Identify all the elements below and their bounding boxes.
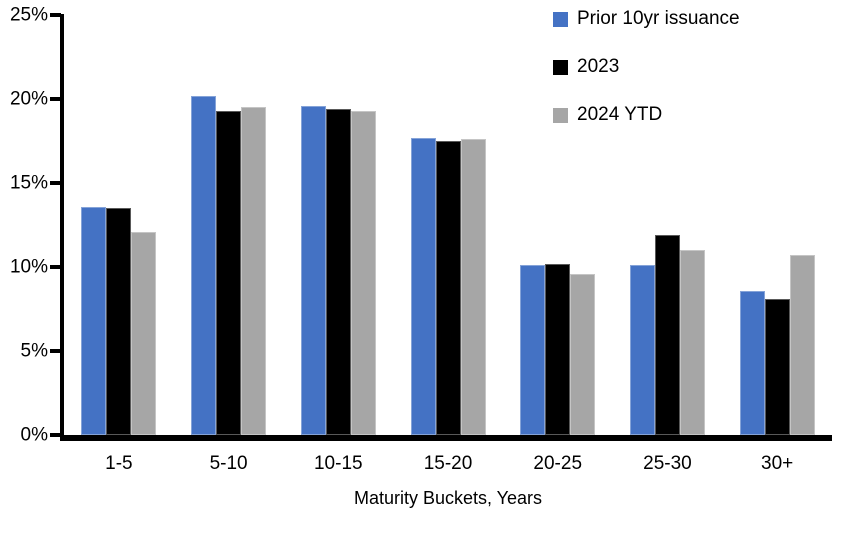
- bar-prior-10yr-issuance-5-10: [191, 95, 217, 435]
- legend-item-2024-ytd: 2024 YTD: [553, 104, 740, 126]
- bar-2024-ytd-10-15: [350, 110, 376, 435]
- y-axis-tick-label: 15%: [9, 172, 48, 194]
- bar-prior-10yr-issuance-10-15: [300, 105, 326, 435]
- y-axis-tick: [50, 97, 61, 101]
- y-axis-tick-label: 0%: [20, 424, 48, 446]
- bar-2024-ytd-25-30: [679, 250, 705, 435]
- x-axis-category-label-20-25: 20-25: [533, 453, 583, 474]
- x-axis-category-label-5-10: 5-10: [209, 453, 248, 474]
- bar-group-10-15: [283, 15, 393, 435]
- legend-label: Prior 10yr issuance: [577, 8, 740, 29]
- y-axis-tick: [50, 13, 61, 17]
- legend-label: 2023: [577, 56, 620, 77]
- y-axis-tick: [50, 265, 61, 269]
- bar-2023-15-20: [435, 141, 461, 435]
- legend-item-2023: 2023: [553, 56, 740, 78]
- x-axis-category-label-1-5: 1-5: [105, 453, 133, 474]
- plot-area: [64, 15, 832, 435]
- bar-group-1-5: [64, 15, 174, 435]
- bar-prior-10yr-issuance-15-20: [410, 137, 436, 435]
- bar-prior-10yr-issuance-1-5: [81, 206, 107, 435]
- bar-group-25-30: [613, 15, 723, 435]
- y-axis-tick: [50, 349, 61, 353]
- y-axis-line: [60, 14, 64, 441]
- y-axis-tick-label: 20%: [9, 88, 48, 110]
- bar-group-30: [722, 15, 832, 435]
- bar-prior-10yr-issuance-25-30: [629, 265, 655, 435]
- bar-2023-1-5: [106, 208, 132, 435]
- legend-swatch-icon: [553, 59, 568, 75]
- y-axis-tick-label: 25%: [9, 4, 48, 26]
- bar-group-20-25: [503, 15, 613, 435]
- y-axis-tick-label: 5%: [20, 340, 48, 362]
- bar-2024-ytd-20-25: [570, 273, 596, 435]
- bar-prior-10yr-issuance-20-25: [520, 265, 546, 435]
- bar-2023-5-10: [216, 110, 242, 435]
- x-axis-category-label-30: 30+: [761, 453, 794, 474]
- y-axis-tick: [50, 181, 61, 185]
- bar-2024-ytd-1-5: [131, 231, 157, 435]
- bar-2023-30: [764, 298, 790, 435]
- y-axis-tick: [50, 433, 61, 437]
- legend: Prior 10yr issuance 2023 2024 YTD: [553, 8, 740, 126]
- legend-swatch-icon: [553, 11, 568, 27]
- bar-prior-10yr-issuance-30: [739, 290, 765, 435]
- legend-swatch-icon: [553, 107, 568, 123]
- legend-item-prior-10yr-issuance: Prior 10yr issuance: [553, 8, 740, 30]
- y-axis-tick-label: 10%: [9, 256, 48, 278]
- bar-2024-ytd-5-10: [241, 107, 267, 435]
- x-axis-category-label-25-30: 25-30: [643, 453, 692, 474]
- x-axis-category-labels: 1-5 5-10 10-15 15-20 20-25 25-30 30+: [64, 453, 832, 475]
- bar-group-15-20: [393, 15, 503, 435]
- bar-2023-10-15: [325, 109, 351, 435]
- x-axis-category-label-15-20: 15-20: [423, 453, 473, 474]
- bar-group-5-10: [174, 15, 284, 435]
- legend-label: 2024 YTD: [577, 104, 663, 125]
- bar-2023-20-25: [545, 263, 571, 435]
- x-axis-category-label-10-15: 10-15: [313, 453, 363, 474]
- bar-2024-ytd-15-20: [460, 139, 486, 435]
- x-axis-title: Maturity Buckets, Years: [353, 488, 543, 508]
- bar-2023-25-30: [654, 235, 680, 435]
- x-axis-line: [60, 435, 832, 441]
- bar-2024-ytd-30: [789, 255, 815, 435]
